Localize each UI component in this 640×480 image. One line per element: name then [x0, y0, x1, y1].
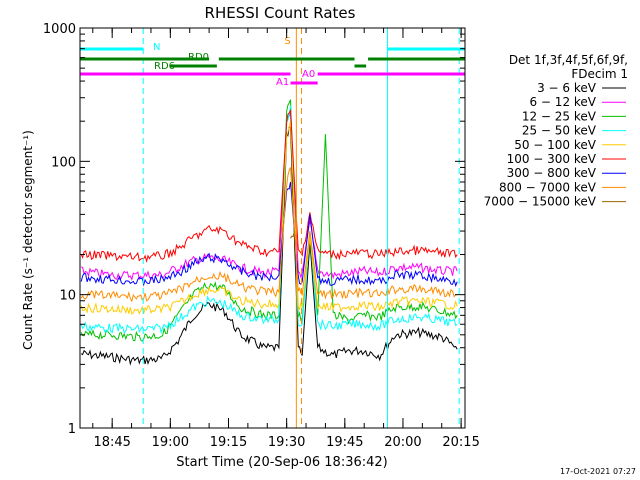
legend: Det 1f,3f,4f,5f,6f,9f, FDecim 1 3 − 6 ke… — [484, 53, 628, 209]
flag-label-n: N — [153, 42, 160, 53]
x-tick-label-1: 19:00 — [152, 435, 189, 450]
y-tick-label-2: 100 — [51, 155, 76, 170]
legend-label-6: 300 − 800 keV — [507, 166, 597, 180]
legend-title-line-1: Det 1f,3f,4f,5f,6f,9f, — [509, 53, 628, 67]
legend-title-line-2: FDecim 1 — [571, 67, 628, 81]
y-tick-label-3: 1000 — [43, 22, 76, 37]
flare-marker-label: S — [284, 36, 290, 47]
series-line-5 — [80, 108, 458, 263]
x-axis-label: Start Time (20-Sep-06 18:36:42) — [176, 455, 387, 470]
y-tick-label-1: 10 — [59, 289, 76, 304]
series-line-8 — [290, 230, 295, 239]
legend-label-8: 7000 − 15000 keV — [484, 195, 597, 209]
x-tick-label-0: 18:45 — [93, 435, 130, 450]
series-line-2 — [80, 99, 458, 342]
series-line-3 — [80, 105, 458, 335]
series-line-1 — [81, 112, 458, 281]
x-tick-label-6: 20:15 — [442, 435, 479, 450]
series-line-6 — [80, 181, 458, 288]
x-tick-label-5: 20:00 — [384, 435, 421, 450]
legend-label-4: 50 − 100 keV — [514, 138, 597, 152]
x-tick-label-4: 19:45 — [326, 435, 363, 450]
flag-label-a0: A0 — [302, 69, 315, 80]
y-tick-label-0: 1 — [68, 422, 76, 437]
plot-frame — [79, 27, 466, 429]
x-tick-label-3: 19:30 — [268, 435, 305, 450]
legend-label-7: 800 − 7000 keV — [499, 180, 597, 194]
series-line-4 — [80, 121, 458, 315]
legend-label-5: 100 − 300 keV — [507, 152, 597, 166]
timestamp: 17-Oct-2021 07:27 — [560, 467, 636, 476]
x-tick-label-2: 19:15 — [210, 435, 247, 450]
legend-label-0: 3 − 6 keV — [537, 81, 597, 95]
series-line-0 — [80, 126, 458, 366]
legend-label-1: 6 − 12 keV — [529, 95, 596, 109]
flag-label-rd6: RD6 — [154, 61, 175, 72]
flag-label-a1: A1 — [276, 77, 289, 88]
axes: 1 10 100 1000 18:45 19:00 19:15 19:30 19:45 20:00… — [43, 22, 480, 450]
chart-title: RHESSI Count Rates — [205, 4, 356, 22]
y-axis-label: Count Rate (s⁻¹ detector segment⁻¹) — [21, 130, 35, 350]
flag-label-rd0: RD0 — [188, 52, 209, 63]
legend-label-2: 12 − 25 keV — [522, 109, 597, 123]
legend-label-3: 25 − 50 keV — [522, 124, 597, 138]
plot-area: S N RD0 RD6 A1 A0 — [80, 28, 465, 428]
